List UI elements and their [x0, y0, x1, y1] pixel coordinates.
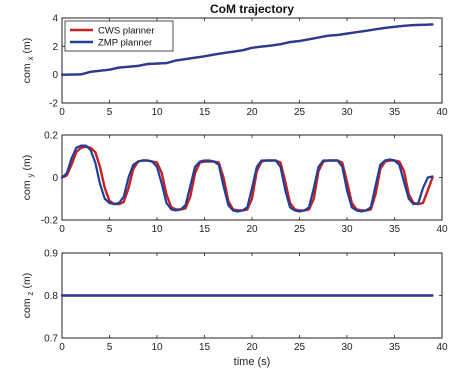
x-tick-label: 5	[107, 224, 113, 235]
x-tick-label: 15	[199, 224, 211, 235]
y-tick-label: -2	[49, 99, 58, 110]
series-line-cws-planner	[60, 145, 434, 212]
y-tick-label: 0.2	[44, 131, 58, 142]
y-tick-label: 0	[52, 173, 58, 184]
axes-box	[61, 134, 443, 221]
y-axis-label: com x (m)	[21, 38, 35, 83]
legend-entry-cws: CWS planner	[98, 26, 155, 37]
y-tick-label: 2	[52, 42, 58, 53]
x-tick-label: 20	[246, 107, 258, 118]
x-tick-label: 10	[151, 342, 163, 353]
x-axis-label: time (s)	[234, 356, 271, 368]
x-tick-label: 40	[436, 224, 448, 235]
x-tick-label: 25	[294, 342, 306, 353]
x-tick-label: 35	[389, 107, 401, 118]
x-tick-label: 10	[151, 107, 163, 118]
y-tick-label: 0.7	[44, 334, 58, 345]
y-axis-label-sub: z	[26, 291, 35, 295]
series-line-zmp-planner	[60, 144, 434, 213]
x-tick-label: 25	[294, 224, 306, 235]
x-tick-label: 0	[59, 107, 65, 118]
y-axis-label-unit: (m)	[21, 38, 33, 57]
x-tick-label: 15	[199, 107, 211, 118]
chart-title: CoM trajectory	[210, 2, 294, 16]
x-tick-label: 0	[59, 224, 65, 235]
x-tick-label: 30	[341, 107, 353, 118]
x-tick-label: 25	[294, 107, 306, 118]
y-tick-label: 4	[52, 14, 58, 25]
x-tick-label: 5	[107, 107, 113, 118]
y-axis-label: com y (m)	[21, 155, 35, 200]
y-axis-label-unit: (m)	[21, 273, 33, 292]
x-tick-label: 20	[246, 224, 258, 235]
y-axis-label-main: com	[21, 295, 33, 318]
x-tick-label: 0	[59, 342, 65, 353]
x-tick-label: 10	[151, 224, 163, 235]
x-tick-label: 5	[107, 342, 113, 353]
x-tick-label: 40	[436, 342, 448, 353]
legend-box	[64, 20, 174, 52]
y-axis-label-main: com	[21, 177, 33, 200]
x-tick-label: 35	[389, 342, 401, 353]
x-tick-label: 30	[341, 342, 353, 353]
legend-entry-zmp: ZMP planner	[98, 38, 152, 49]
y-axis-label-main: com	[21, 60, 33, 83]
series-line-zmp-planner	[60, 23, 434, 76]
y-tick-label: 0.9	[44, 249, 58, 260]
y-axis-label: com z (m)	[21, 273, 35, 318]
x-tick-label: 40	[436, 107, 448, 118]
panel-3: 0 5 10 15 20 25 30 35 40 0.7 0.8 0.9 com z (m) time (…	[21, 249, 448, 369]
x-tick-label: 30	[341, 224, 353, 235]
x-tick-label: 15	[199, 342, 211, 353]
x-tick-label: 20	[246, 342, 258, 353]
y-tick-label: -0.2	[41, 216, 59, 227]
y-axis-label-sub: x	[26, 56, 35, 60]
y-tick-label: 0	[52, 70, 58, 81]
y-tick-label: 0.8	[44, 291, 58, 302]
y-axis-label-sub: y	[26, 173, 35, 177]
x-tick-label: 35	[389, 224, 401, 235]
y-axis-label-unit: (m)	[21, 155, 33, 174]
